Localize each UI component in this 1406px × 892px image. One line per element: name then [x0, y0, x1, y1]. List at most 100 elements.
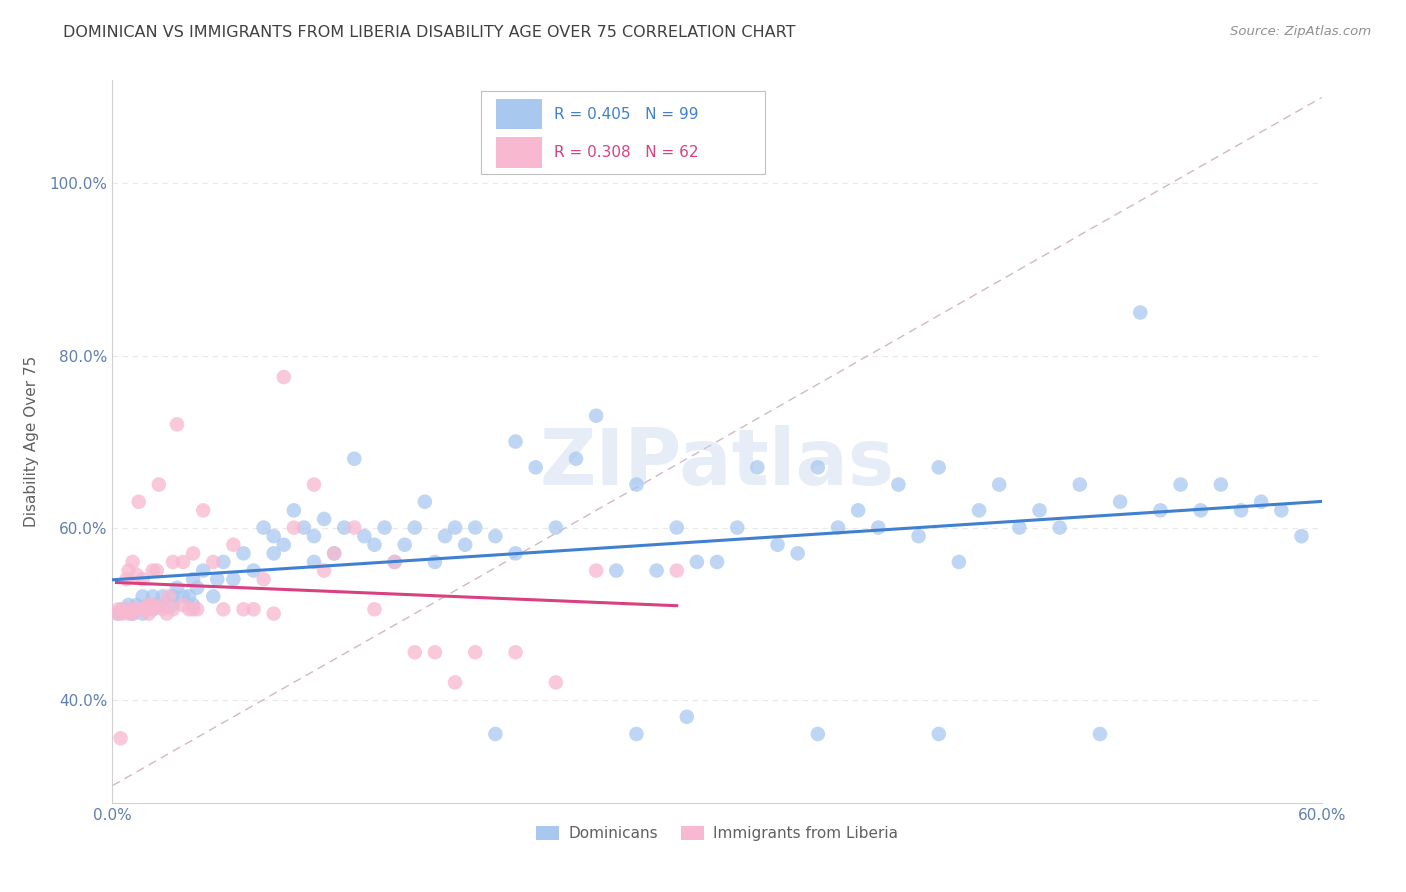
Point [675, 710, 697, 724]
Point [302, 555, 325, 569]
Point [212, 602, 235, 616]
Point [135, 602, 157, 616]
Point [544, 520, 567, 534]
Point [172, 598, 194, 612]
Point [232, 602, 254, 616]
Point [111, 607, 134, 621]
Point [162, 590, 184, 604]
Point [524, 460, 547, 475]
Point [1008, 520, 1031, 534]
Point [110, 731, 132, 746]
Point [1291, 529, 1313, 543]
Point [138, 598, 160, 612]
Point [544, 675, 567, 690]
Point [125, 602, 148, 616]
Point [263, 529, 285, 543]
Text: R = 0.405   N = 99: R = 0.405 N = 99 [554, 107, 699, 121]
Point [121, 607, 143, 621]
Point [565, 451, 588, 466]
Point [312, 564, 335, 578]
Point [202, 555, 225, 569]
Point [115, 572, 138, 586]
Point [605, 564, 627, 578]
Point [207, 572, 229, 586]
Point [1270, 503, 1292, 517]
Point [404, 520, 426, 534]
Point [725, 520, 748, 534]
Point [156, 607, 179, 621]
Point [868, 520, 890, 534]
Bar [496, 137, 541, 168]
Point [242, 602, 264, 616]
Point [172, 555, 194, 569]
Point [111, 602, 134, 616]
Point [162, 602, 184, 616]
Point [413, 494, 436, 508]
Point [454, 538, 477, 552]
Point [191, 564, 214, 578]
Point [1170, 477, 1192, 491]
Point [706, 555, 728, 569]
Point [114, 602, 136, 616]
Point [747, 460, 769, 475]
Point [505, 434, 527, 449]
Point [302, 477, 325, 491]
Text: Source: ZipAtlas.com: Source: ZipAtlas.com [1230, 25, 1371, 38]
Point [433, 529, 456, 543]
Point [626, 727, 648, 741]
Point [142, 598, 165, 612]
Point [444, 520, 467, 534]
Text: DOMINICAN VS IMMIGRANTS FROM LIBERIA DISABILITY AGE OVER 75 CORRELATION CHART: DOMINICAN VS IMMIGRANTS FROM LIBERIA DIS… [63, 25, 796, 40]
Point [263, 546, 285, 560]
Point [444, 675, 467, 690]
Point [186, 602, 208, 616]
Point [665, 564, 688, 578]
Point [117, 598, 139, 612]
Point [363, 602, 385, 616]
Point [665, 520, 688, 534]
Point [121, 555, 143, 569]
Point [181, 598, 204, 612]
Point [191, 503, 214, 517]
Point [1109, 494, 1132, 508]
Point [967, 503, 990, 517]
Point [132, 572, 155, 586]
Point [423, 645, 446, 659]
Point [786, 546, 808, 560]
Point [384, 555, 406, 569]
Point [273, 538, 295, 552]
Point [232, 546, 254, 560]
Point [645, 564, 668, 578]
Point [138, 607, 160, 621]
Point [142, 590, 165, 604]
Point [988, 477, 1011, 491]
Bar [496, 99, 541, 129]
Point [1149, 503, 1171, 517]
Point [152, 598, 174, 612]
Point [343, 520, 366, 534]
Point [142, 564, 165, 578]
Point [1129, 305, 1152, 319]
Point [626, 477, 648, 491]
Point [1088, 727, 1111, 741]
Point [125, 567, 148, 582]
Point [142, 602, 165, 616]
Point [585, 564, 607, 578]
Point [353, 529, 375, 543]
Point [146, 598, 169, 612]
Point [928, 727, 950, 741]
Point [162, 555, 184, 569]
Point [585, 409, 607, 423]
Point [1049, 520, 1071, 534]
Point [404, 645, 426, 659]
Point [138, 598, 160, 612]
Point [148, 477, 170, 491]
Point [181, 546, 204, 560]
Point [928, 460, 950, 475]
Point [283, 520, 305, 534]
Point [172, 590, 194, 604]
Point [107, 602, 129, 616]
Point [505, 546, 527, 560]
Point [292, 520, 315, 534]
Point [181, 572, 204, 586]
